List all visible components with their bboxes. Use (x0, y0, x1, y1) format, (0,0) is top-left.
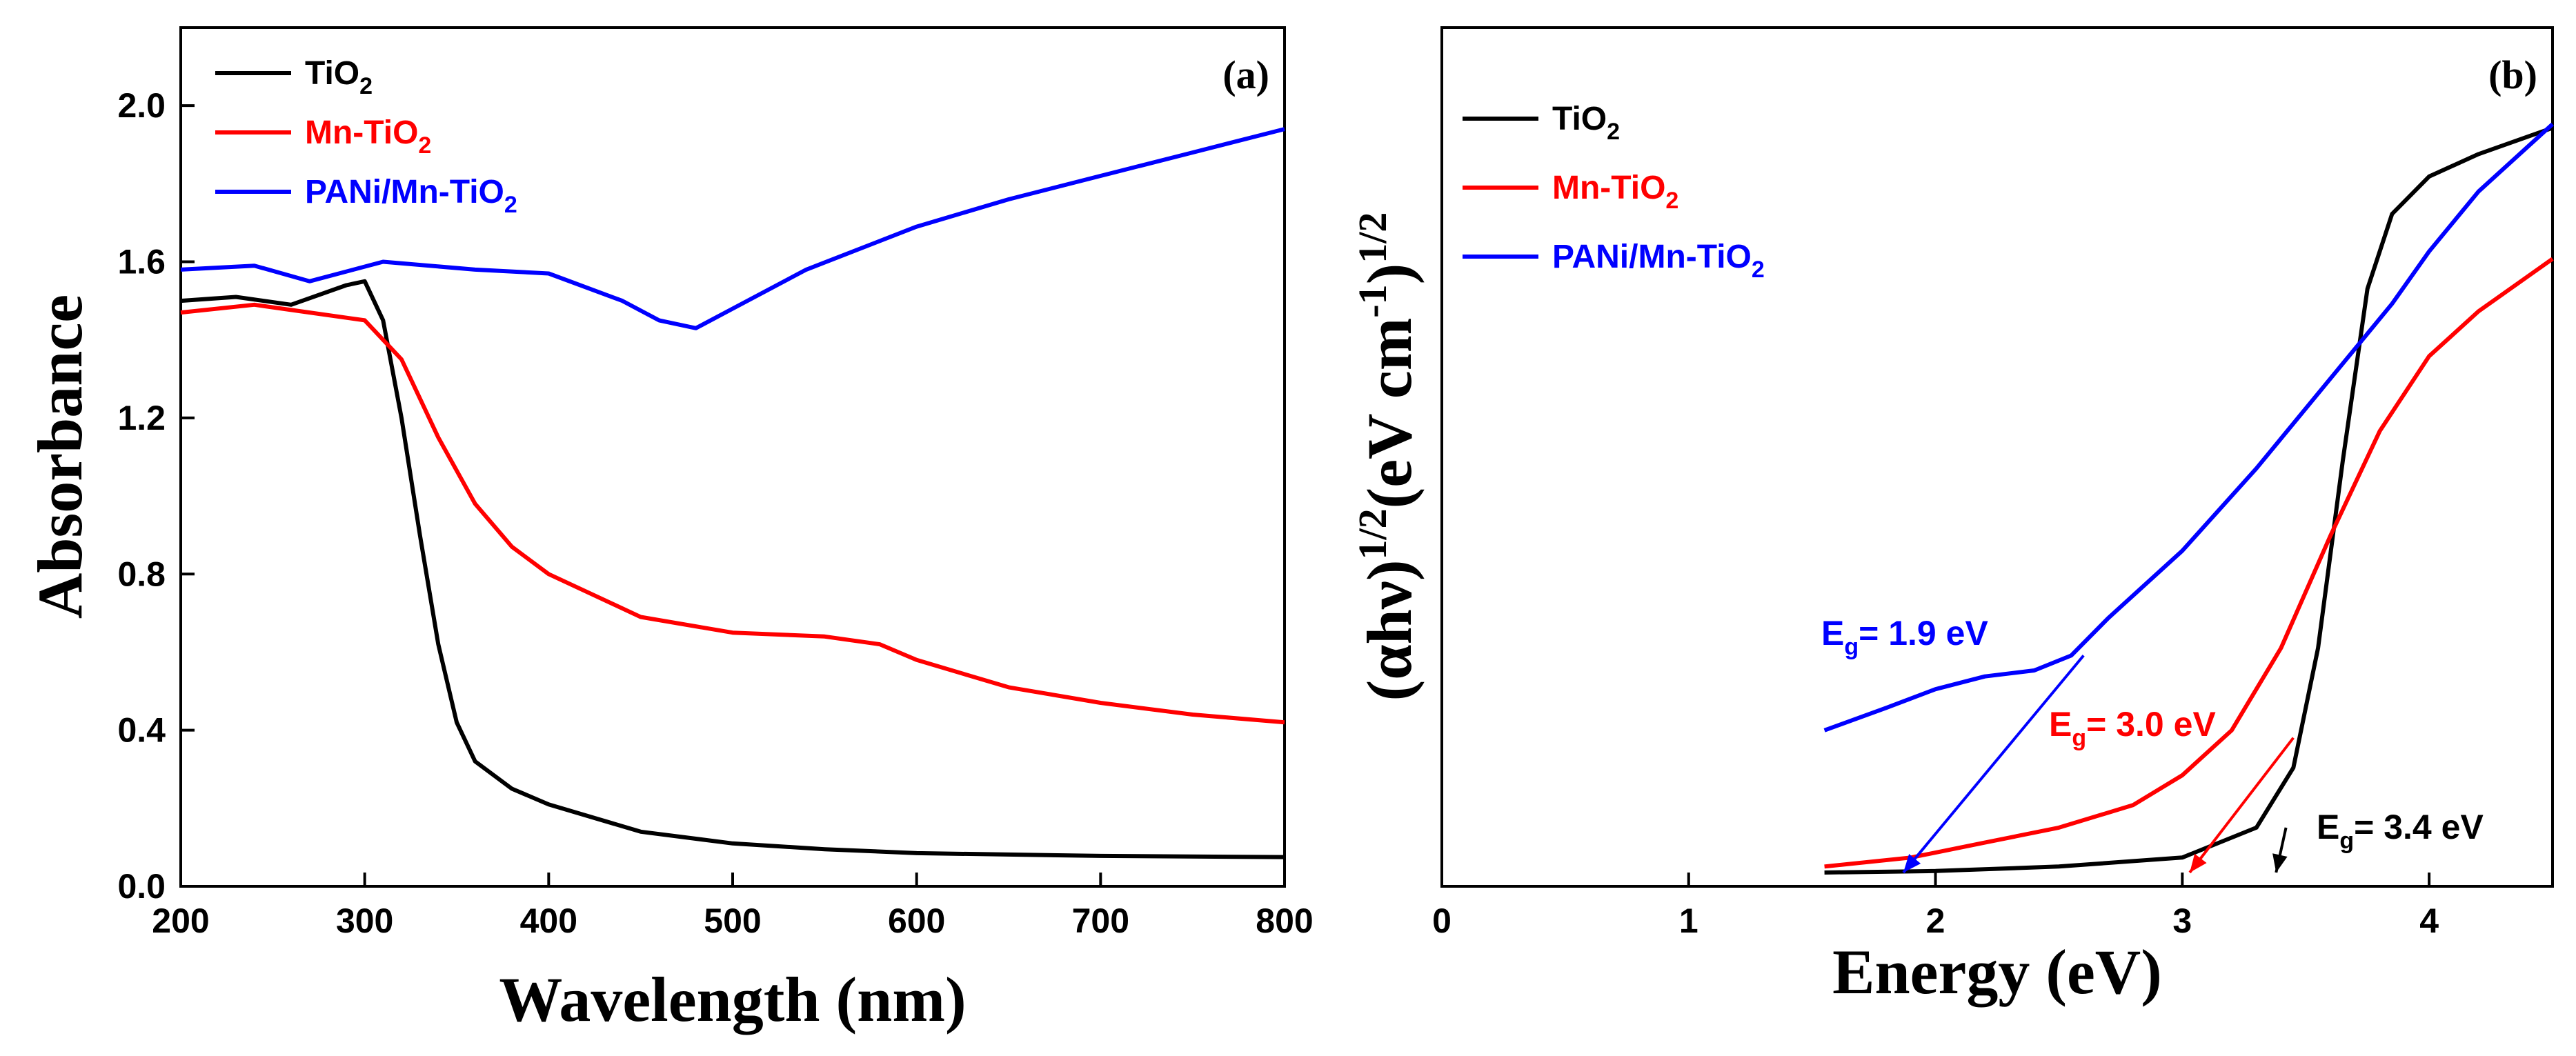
panel-b-y-axis-title: (αhν)1/2(eV cm-1)1/2 (1350, 212, 1425, 701)
panel-b-fit-line-1 (1902, 655, 2085, 874)
panel-a-y-tick-label: 2.0 (117, 86, 166, 125)
panel-b-label: (b) (2488, 52, 2537, 97)
panel-a-x-tick-label: 700 (1072, 901, 1129, 940)
panel-a-legend-label-2: Mn-TiO2 (305, 114, 431, 159)
panel-a-series-line-1 (180, 279, 1285, 859)
panel-a-series (180, 127, 1285, 859)
panel-b-eg-annotation-1: Eg= 1.9 eV (1821, 614, 1988, 660)
panel-a-x-tick-label: 400 (520, 901, 577, 940)
panel-a-x-tick-label: 200 (152, 901, 209, 940)
panel-b-annotations: Eg= 1.9 eV Eg= 3.0 eV Eg= 3.4 eV (1821, 614, 2484, 854)
panel-b-x-tick-label: 3 (2172, 901, 2192, 940)
panel-b-frame (1440, 26, 2554, 888)
panel-b-eg-annotation-3: Eg= 3.4 eV (2317, 808, 2484, 854)
panel-a-y-tick-label: 1.2 (117, 399, 166, 437)
panel-b-x-tick-label: 2 (1926, 901, 1945, 940)
panel-b-fit-lines (1902, 655, 2295, 874)
panel-b-legend-label-3: PANi/Mn-TiO2 (1552, 239, 1765, 283)
panel-a: 200 300 400 500 600 700 800 0.0 0.4 0.8 1.2 1.6 2.0… (25, 26, 1314, 1035)
panel-b-y-title-part-b: 1/2 (1350, 508, 1395, 559)
panel-a-y-ticks: 0.0 0.4 0.8 1.2 1.6 2.0 (117, 86, 195, 906)
panel-b-series (1823, 122, 2555, 875)
panel-b-x-tick-label: 1 (1679, 901, 1698, 940)
panel-b-series-line-2 (1824, 257, 2554, 869)
panel-b-legend-label-1: TiO2 (1552, 101, 1620, 145)
panel-a-legend: TiO2 Mn-TiO2 PANi/Mn-TiO2 (215, 55, 517, 218)
panel-a-x-axis-title: Wavelength (nm) (499, 964, 966, 1035)
panel-a-y-tick-label: 0.8 (117, 555, 166, 593)
panel-b-x-ticks: 0 1 2 3 4 (1432, 873, 2439, 940)
panel-a-series-line-3 (180, 127, 1285, 330)
panel-a-y-axis-title: Absorbance (25, 295, 95, 619)
panel-b-y-title-part-d: -1 (1350, 284, 1395, 317)
panel-a-y-tick-label: 1.6 (117, 243, 166, 281)
panel-b-x-tick-label: 4 (2419, 901, 2439, 940)
panel-b-fit-arrowhead-1 (1903, 854, 1921, 873)
panel-b-y-title-part-e: ) (1354, 263, 1425, 285)
panel-b-series-line-3 (1823, 122, 2555, 733)
panel-a-x-ticks: 200 300 400 500 600 700 800 (152, 873, 1314, 940)
panel-a-label: (a) (1222, 52, 1269, 97)
panel-b-series-line-1 (1824, 126, 2554, 875)
panel-a-x-tick-label: 600 (888, 901, 945, 940)
panel-a-legend-label-1: TiO2 (305, 55, 373, 99)
panel-b-eg-annotation-2: Eg= 3.0 eV (2049, 705, 2216, 751)
panel-a-series-line-2 (180, 302, 1285, 725)
panel-a-x-tick-label: 300 (336, 901, 393, 940)
panel-a-x-tick-label: 800 (1256, 901, 1313, 940)
panel-b-legend: TiO2 Mn-TiO2 PANi/Mn-TiO2 (1463, 101, 1765, 283)
panel-b-legend-label-2: Mn-TiO2 (1552, 170, 1678, 214)
panel-b-fit-arrowhead-3 (2272, 853, 2288, 873)
panel-b-y-title-part-a: (αhν) (1354, 560, 1425, 701)
panel-a-y-tick-label: 0.4 (117, 711, 166, 750)
panel-b-y-title-part-f: 1/2 (1350, 212, 1395, 263)
panel-a-x-tick-label: 500 (704, 901, 761, 940)
panel-b-fit-arrowhead-2 (2190, 853, 2207, 873)
panel-a-frame (179, 26, 1286, 888)
panel-b-y-title-part-c: (eV cm (1354, 318, 1425, 509)
panel-b-fit-line-2 (2188, 737, 2295, 874)
panel-a-y-tick-label: 0.0 (117, 867, 166, 906)
panel-b-x-axis-title: Energy (eV) (1832, 937, 2162, 1007)
panel-b-x-tick-label: 0 (1432, 901, 1452, 940)
panel-a-legend-label-3: PANi/Mn-TiO2 (305, 174, 517, 218)
